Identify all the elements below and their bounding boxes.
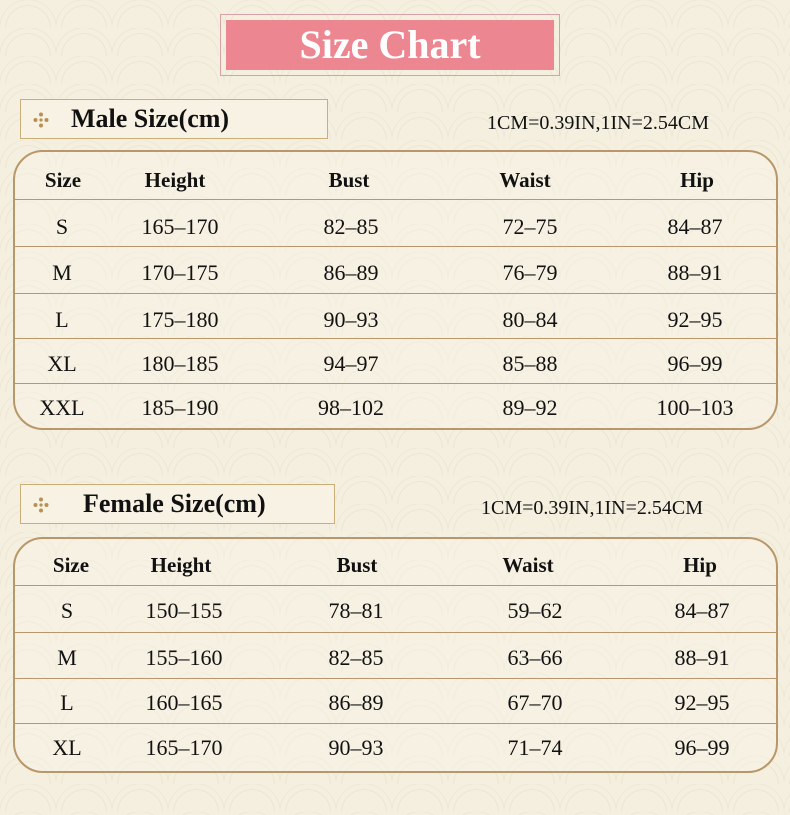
diamond-dots-icon — [33, 497, 49, 513]
cell-hip: 92–95 — [674, 690, 730, 715]
cell-size: M — [52, 260, 72, 285]
row-divider — [15, 383, 776, 384]
cell-hip: 92–95 — [667, 307, 723, 332]
cell-bust: 82–85 — [328, 645, 384, 670]
header-hip: Hip — [680, 168, 714, 192]
header-bust: Bust — [328, 168, 370, 192]
cell-hip: 88–91 — [667, 260, 723, 285]
cell-size: XXL — [39, 395, 85, 420]
cell-hip: 96–99 — [667, 351, 723, 376]
header-height: Height — [150, 553, 212, 577]
cell-size: S — [55, 214, 69, 239]
cell-bust: 90–93 — [323, 307, 379, 332]
cell-size: XL — [47, 351, 77, 376]
cell-hip: 100–103 — [656, 395, 734, 420]
cell-height: 165–170 — [145, 735, 223, 760]
cell-hip: 84–87 — [674, 598, 730, 623]
cell-waist: 71–74 — [507, 735, 563, 760]
cell-waist: 63–66 — [507, 645, 563, 670]
diamond-dots-icon — [33, 112, 49, 128]
row-divider — [15, 246, 776, 247]
title-banner: Size Chart — [220, 14, 560, 76]
header-height: Height — [144, 168, 206, 192]
cell-bust: 90–93 — [328, 735, 384, 760]
cell-height: 165–170 — [141, 214, 219, 239]
header-waist: Waist — [499, 168, 551, 192]
cell-height: 175–180 — [141, 307, 219, 332]
header-bust: Bust — [336, 553, 378, 577]
cell-height: 150–155 — [145, 598, 223, 623]
row-divider — [15, 585, 776, 586]
cell-bust: 78–81 — [328, 598, 384, 623]
female-section-label: Female Size(cm) — [20, 484, 335, 524]
row-divider — [15, 632, 776, 633]
cell-size: L — [60, 690, 74, 715]
cell-hip: 88–91 — [674, 645, 730, 670]
male-size-table: Size Height Bust Waist Hip S 165–170 82–85 72–75… — [13, 150, 778, 430]
cell-size: L — [55, 307, 69, 332]
cell-waist: 59–62 — [507, 598, 563, 623]
cell-size: S — [60, 598, 74, 623]
cell-bust: 82–85 — [323, 214, 379, 239]
header-waist: Waist — [502, 553, 554, 577]
male-section-title: Male Size(cm) — [71, 104, 230, 133]
cell-height: 155–160 — [145, 645, 223, 670]
row-divider — [15, 293, 776, 294]
female-unit-conversion: 1CM=0.39IN,1IN=2.54CM — [481, 497, 704, 519]
cell-bust: 86–89 — [328, 690, 384, 715]
cell-bust: 86–89 — [323, 260, 379, 285]
cell-waist: 72–75 — [502, 214, 558, 239]
male-section-label: Male Size(cm) — [20, 99, 328, 139]
header-size: Size — [52, 553, 90, 577]
cell-waist: 67–70 — [507, 690, 563, 715]
cell-height: 170–175 — [141, 260, 219, 285]
cell-hip: 84–87 — [667, 214, 723, 239]
cell-waist: 85–88 — [502, 351, 558, 376]
row-divider — [15, 723, 776, 724]
cell-height: 185–190 — [141, 395, 219, 420]
page-title: Size Chart — [226, 20, 554, 70]
cell-bust: 94–97 — [323, 351, 379, 376]
header-hip: Hip — [683, 553, 717, 577]
female-section-title: Female Size(cm) — [83, 489, 266, 518]
cell-size: M — [57, 645, 77, 670]
cell-size: XL — [52, 735, 82, 760]
cell-hip: 96–99 — [674, 735, 730, 760]
male-unit-conversion: 1CM=0.39IN,1IN=2.54CM — [487, 112, 710, 134]
row-divider — [15, 678, 776, 679]
row-divider — [15, 199, 776, 200]
cell-bust: 98–102 — [318, 395, 384, 420]
header-size: Size — [44, 168, 82, 192]
female-size-table: Size Height Bust Waist Hip S 150–155 78–81 59–62… — [13, 537, 778, 773]
cell-height: 180–185 — [141, 351, 219, 376]
row-divider — [15, 338, 776, 339]
cell-waist: 80–84 — [502, 307, 558, 332]
cell-waist: 89–92 — [502, 395, 558, 420]
cell-height: 160–165 — [145, 690, 223, 715]
cell-waist: 76–79 — [502, 260, 558, 285]
